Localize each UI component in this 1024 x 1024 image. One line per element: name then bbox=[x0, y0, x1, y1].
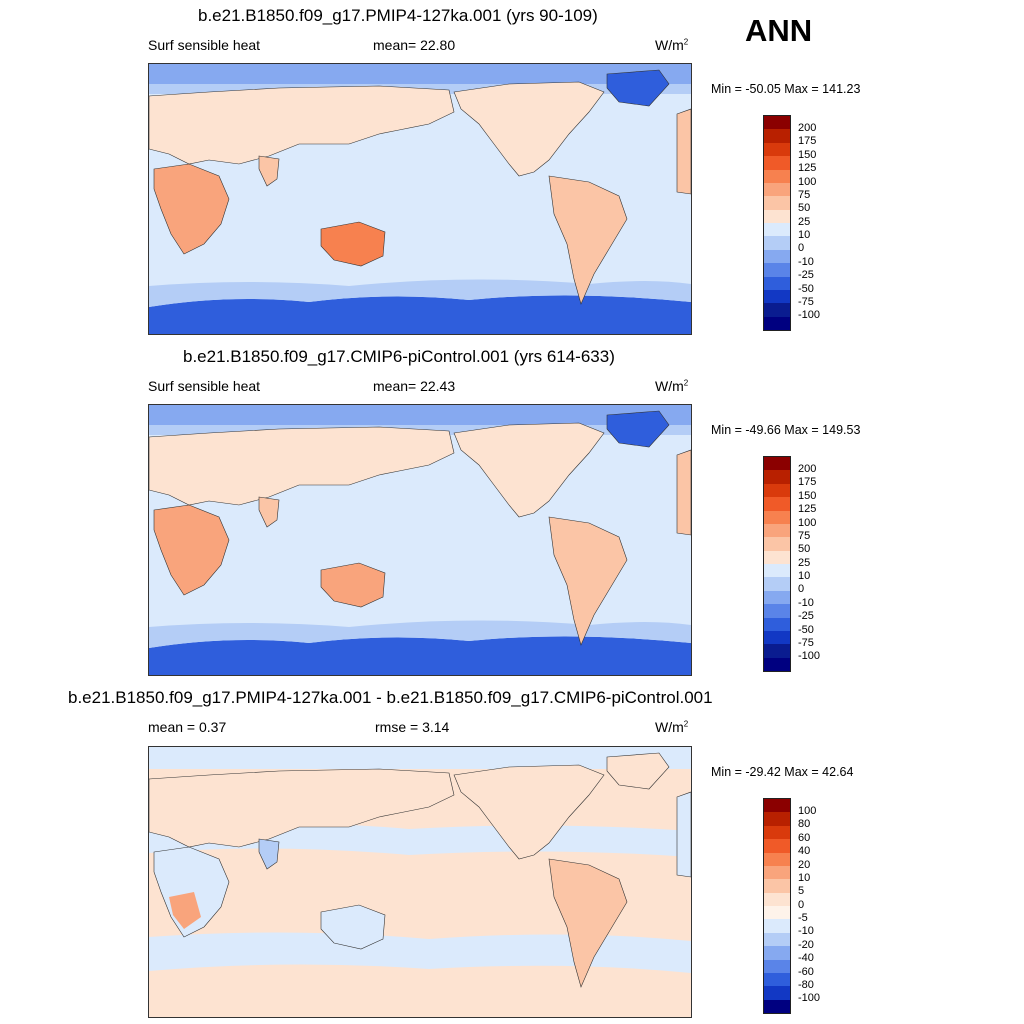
panel-2-title: b.e21.B1850.f09_g17.CMIP6-piControl.001 … bbox=[183, 347, 615, 366]
panel-2-colorbar bbox=[763, 456, 791, 672]
panel-1-colorbar bbox=[763, 115, 791, 331]
panel-1-units: W/m2 bbox=[655, 37, 689, 53]
panel-1-colorbar-label: -25 bbox=[798, 269, 814, 281]
panel-3-colorbar-label: -20 bbox=[798, 939, 814, 951]
panel-1-colorbar-label: 10 bbox=[798, 229, 811, 241]
panel-2-minmax: Min = -49.66 Max = 149.53 bbox=[711, 423, 861, 437]
panel-2-colorbar-label: -25 bbox=[798, 610, 814, 622]
panel-2-colorbar-label: 10 bbox=[798, 570, 811, 582]
panel-3-colorbar-label: -100 bbox=[798, 992, 821, 1004]
panel-1-colorbar-label: 0 bbox=[798, 242, 805, 254]
panel-2-colorbar-label: 200 bbox=[798, 463, 817, 475]
season-label: ANN bbox=[745, 13, 813, 48]
panel-3-colorbar-label: -10 bbox=[798, 925, 814, 937]
panel-1-colorbar-label: 25 bbox=[798, 216, 811, 228]
panel-2-variable-label: Surf sensible heat bbox=[148, 378, 261, 394]
panel-2-colorbar-label: 100 bbox=[798, 517, 817, 529]
panel-3-units: W/m2 bbox=[655, 719, 689, 735]
panel-1-colorbar-label: 100 bbox=[798, 176, 817, 188]
panel-1-colorbar-label: 125 bbox=[798, 162, 817, 174]
panel-1-title: b.e21.B1850.f09_g17.PMIP4-127ka.001 (yrs… bbox=[198, 6, 598, 25]
panel-1-colorbar-label: -75 bbox=[798, 296, 814, 308]
panel-1-colorbar-label: 175 bbox=[798, 135, 817, 147]
panel-2-mean-label: mean= 22.43 bbox=[373, 378, 456, 394]
panel-3-colorbar bbox=[763, 798, 791, 1014]
panel-3-colorbar-label: -5 bbox=[798, 912, 808, 924]
panel-2-colorbar-label: -50 bbox=[798, 624, 814, 636]
panel-2-colorbar-label: -75 bbox=[798, 637, 814, 649]
panel-3-colorbar-label: 60 bbox=[798, 832, 811, 844]
panel-3-colorbar-label: -40 bbox=[798, 952, 814, 964]
panel-1-colorbar-label: 50 bbox=[798, 202, 811, 214]
panel-3-colorbar-label: -80 bbox=[798, 979, 814, 991]
panel-1-colorbar-label: -50 bbox=[798, 283, 814, 295]
panel-3-colorbar-label: 100 bbox=[798, 805, 817, 817]
panel-2-colorbar-label: -10 bbox=[798, 597, 814, 609]
panel-2-colorbar-label: 75 bbox=[798, 530, 811, 542]
panel-2-colorbar-label: 125 bbox=[798, 503, 817, 515]
panel-1-colorbar-label: 150 bbox=[798, 149, 817, 161]
panel-3-title: b.e21.B1850.f09_g17.PMIP4-127ka.001 - b.… bbox=[68, 688, 713, 707]
panel-1-mean-label: mean= 22.80 bbox=[373, 37, 456, 53]
panel-1-minmax: Min = -50.05 Max = 141.23 bbox=[711, 82, 861, 96]
panel-3-map bbox=[148, 746, 692, 1018]
panel-1-colorbar-label: -100 bbox=[798, 309, 821, 321]
panel-2-colorbar-label: 25 bbox=[798, 557, 811, 569]
panel-1-colorbar-label: -10 bbox=[798, 256, 814, 268]
panel-2-units: W/m2 bbox=[655, 378, 689, 394]
panel-3-colorbar-label: -60 bbox=[798, 966, 814, 978]
panel-2-colorbar-label: 0 bbox=[798, 583, 805, 595]
panel-2-colorbar-label: 150 bbox=[798, 490, 817, 502]
panel-3-colorbar-label: 10 bbox=[798, 872, 811, 884]
panel-3-colorbar-label: 5 bbox=[798, 885, 805, 897]
panel-2-colorbar-label: 175 bbox=[798, 476, 817, 488]
panel-2-colorbar-label: -100 bbox=[798, 650, 821, 662]
panel-2-map bbox=[148, 404, 692, 676]
panel-2-colorbar-label: 50 bbox=[798, 543, 811, 555]
panel-3-colorbar-label: 20 bbox=[798, 859, 811, 871]
panel-3-colorbar-label: 40 bbox=[798, 845, 811, 857]
panel-3-mean-label: mean = 0.37 bbox=[148, 719, 227, 735]
panel-1-colorbar-label: 75 bbox=[798, 189, 811, 201]
panel-3-colorbar-label: 80 bbox=[798, 818, 811, 830]
panel-1-variable-label: Surf sensible heat bbox=[148, 37, 261, 53]
panel-1-map bbox=[148, 63, 692, 335]
panel-3-rmse-label: rmse = 3.14 bbox=[375, 719, 450, 735]
panel-1-colorbar-label: 200 bbox=[798, 122, 817, 134]
panel-3-minmax: Min = -29.42 Max = 42.64 bbox=[711, 765, 854, 779]
panel-3-colorbar-label: 0 bbox=[798, 899, 805, 911]
